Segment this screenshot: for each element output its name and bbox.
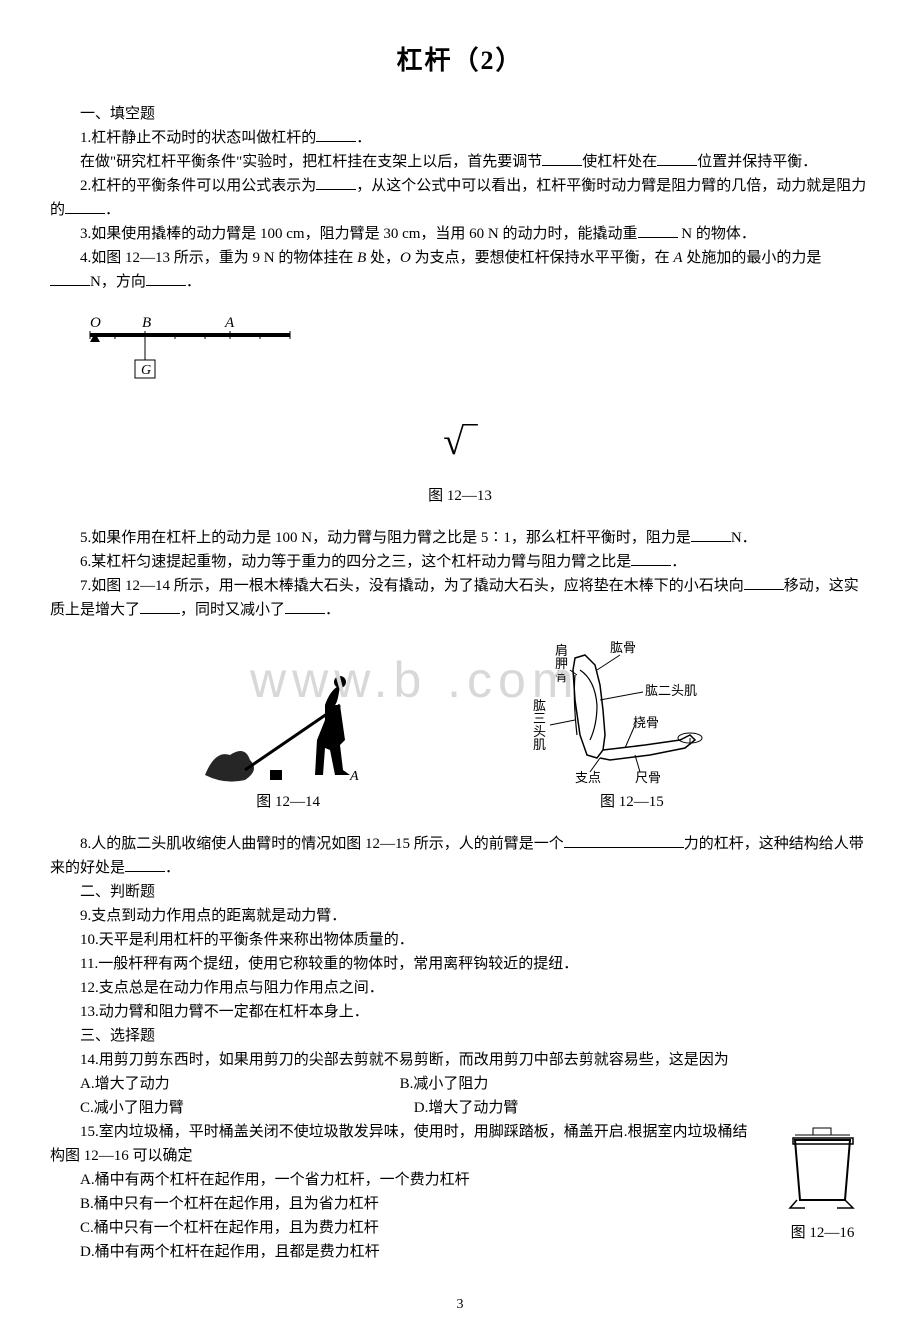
option-15d: D.桶中有两个杠杆在起作用，且都是费力杠杆 (50, 1240, 761, 1264)
q5b-text: N． (731, 530, 757, 546)
q4b-text: 处， (366, 250, 400, 266)
q3b-text: N 的物体． (678, 226, 756, 242)
blank (691, 527, 731, 542)
q7d-text: ． (325, 602, 340, 618)
blank (140, 599, 180, 614)
question-4: 4.如图 12—13 所示，重为 9 N 的物体挂在 B 处，O 为支点，要想使… (50, 246, 870, 270)
q8a-text: 8.人的肱二头肌收缩使人曲臂时的情况如图 12—15 所示，人的前臂是一个 (80, 836, 564, 852)
question-13: 13.动力臂和阻力臂不一定都在杠杆本身上． (50, 1000, 870, 1024)
page-number: 3 (50, 1294, 870, 1316)
figure-13-caption: 图 12—13 (50, 484, 870, 508)
blank (631, 551, 671, 566)
question-9: 9.支点到动力作用点的距离就是动力臂． (50, 904, 870, 928)
q14-options-row2: C.减小了阻力臂 D.增大了动力臂 (50, 1096, 870, 1120)
blank (638, 223, 678, 238)
blank (316, 175, 356, 190)
q1b-mid: 使杠杆处在 (582, 154, 657, 170)
option-15b: B.桶中只有一个杠杆在起作用，且为省力杠杆 (50, 1192, 761, 1216)
blank (146, 271, 186, 286)
section-1-heading: 一、填空题 (50, 102, 870, 126)
letter-o: O (400, 250, 411, 266)
q4a-text: 4.如图 12—13 所示，重为 9 N 的物体挂在 (80, 250, 357, 266)
q8c-text: ． (165, 860, 180, 876)
q4f-text: ． (186, 274, 201, 290)
svg-text:肱骨: 肱骨 (610, 640, 636, 655)
svg-text:G: G (141, 363, 151, 378)
question-15a: 15.室内垃圾桶，平时桶盖关闭不使垃圾散发异味，使用时，用脚踩踏板，桶盖开启.根… (50, 1120, 761, 1168)
figure-12-16: 图 12—16 (775, 1120, 870, 1245)
arm-anatomy-svg: 肩 胛 骨 肱骨 肱二头肌 肱 三 头 肌 桡骨 支点 尺骨 (525, 640, 725, 790)
blank (50, 271, 90, 286)
blank (65, 199, 105, 214)
svg-text:B: B (142, 315, 151, 331)
option-14a: A.增大了动力 (50, 1072, 170, 1096)
figure-15-caption: 图 12—15 (600, 790, 664, 814)
sqrt-icon: √‾ (443, 412, 477, 473)
pry-rock-svg: A (195, 660, 375, 790)
svg-text:尺骨: 尺骨 (635, 770, 661, 785)
q2c-text: ． (105, 202, 120, 218)
question-1b: 在做"研究杠杆平衡条件"实验时，把杠杆挂在支架上以后，首先要调节 使杠杆处在 位置并… (50, 150, 870, 174)
svg-text:O: O (90, 315, 101, 331)
lever-diagram-svg: O B A G (50, 312, 350, 412)
blank (564, 833, 684, 848)
q1b-text: 在做"研究杠杆平衡条件"实验时，把杠杆挂在支架上以后，首先要调节 (80, 154, 542, 170)
q1a-end: ． (356, 130, 371, 146)
q14-options-row1: A.增大了动力 B.减小了阻力 (50, 1072, 870, 1096)
svg-text:肱二头肌: 肱二头肌 (645, 683, 697, 698)
option-15a: A.桶中有两个杠杆在起作用，一个省力杠杆，一个费力杠杆 (50, 1168, 761, 1192)
svg-text:A: A (224, 315, 235, 331)
q6a-text: 6.某杠杆匀速提起重物，动力等于重力的四分之三，这个杠杆动力臂与阻力臂之比是 (80, 554, 631, 570)
question-14: 14.用剪刀剪东西时，如果用剪刀的尖部去剪就不易剪断，而改用剪刀中部去剪就容易些… (50, 1048, 870, 1072)
question-7: 7.如图 12—14 所示，用一根木棒撬大石头，没有撬动，为了撬动大石头，应将垫… (50, 574, 870, 622)
question-10: 10.天平是利用杠杆的平衡条件来称出物体质量的． (50, 928, 870, 952)
svg-text:肌: 肌 (533, 737, 546, 752)
section-2-heading: 二、判断题 (50, 880, 870, 904)
q6b-text: ． (671, 554, 686, 570)
q4c-text: 为支点，要想使杠杆保持水平平衡，在 (411, 250, 674, 266)
section-3-heading: 三、选择题 (50, 1024, 870, 1048)
q4e-text: N，方向 (90, 274, 146, 290)
svg-text:支点: 支点 (575, 770, 601, 785)
q1b-end: 位置并保持平衡． (697, 154, 817, 170)
figure-14-caption: 图 12—14 (256, 790, 320, 814)
question-6: 6.某杠杆匀速提起重物，动力等于重力的四分之三，这个杠杆动力臂与阻力臂之比是 ． (50, 550, 870, 574)
blank (285, 599, 325, 614)
question-11: 11.一般杆秤有两个提纽，使用它称较重的物体时，常用离秤钩较近的提纽． (50, 952, 870, 976)
question-4-line2: N，方向 ． (50, 270, 870, 294)
option-14b: B.减小了阻力 (370, 1072, 489, 1096)
q2a-text: 2.杠杆的平衡条件可以用公式表示为 (80, 178, 316, 194)
question-15-wrap: 15.室内垃圾桶，平时桶盖关闭不使垃圾散发异味，使用时，用脚踩踏板，桶盖开启.根… (50, 1120, 870, 1264)
figure-12-13: O B A G √‾ 图 12—13 (50, 312, 870, 509)
letter-a: A (673, 250, 682, 266)
q4d-text: 处施加的最小的力是 (683, 250, 822, 266)
q3a-text: 3.如果使用撬棒的动力臂是 100 cm，阻力臂是 30 cm，当用 60 N … (80, 226, 638, 242)
question-3: 3.如果使用撬棒的动力臂是 100 cm，阻力臂是 30 cm，当用 60 N … (50, 222, 870, 246)
blank (125, 857, 165, 872)
question-5: 5.如果作用在杠杆上的动力是 100 N，动力臂与阻力臂之比是 5∶1，那么杠杆… (50, 526, 870, 550)
blank (744, 575, 784, 590)
svg-text:桡骨: 桡骨 (633, 715, 659, 730)
question-12: 12.支点总是在动力作用点与阻力作用点之间． (50, 976, 870, 1000)
q5a-text: 5.如果作用在杠杆上的动力是 100 N，动力臂与阻力臂之比是 5∶1，那么杠杆… (80, 530, 691, 546)
svg-text:骨: 骨 (555, 669, 568, 684)
svg-text:A: A (349, 769, 359, 784)
q1a-text: 1.杠杆静止不动时的状态叫做杠杆的 (80, 130, 316, 146)
question-8: 8.人的肱二头肌收缩使人曲臂时的情况如图 12—15 所示，人的前臂是一个力的杠… (50, 832, 870, 880)
q7a-text: 7.如图 12—14 所示，用一根木棒撬大石头，没有撬动，为了撬动大石头，应将垫… (80, 578, 744, 594)
option-14d: D.增大了动力臂 (384, 1096, 519, 1120)
option-14c: C.减小了阻力臂 (50, 1096, 184, 1120)
trash-bin-svg (775, 1120, 870, 1215)
question-1a: 1.杠杆静止不动时的状态叫做杠杆的 ． (50, 126, 870, 150)
blank (657, 151, 697, 166)
question-2: 2.杠杆的平衡条件可以用公式表示为，从这个公式中可以看出，杠杆平衡时动力臂是阻力… (50, 174, 870, 222)
letter-b: B (357, 250, 366, 266)
figure-16-caption: 图 12—16 (775, 1221, 870, 1245)
option-15c: C.桶中只有一个杠杆在起作用，且为费力杠杆 (50, 1216, 761, 1240)
figure-row-14-15: A 肩 胛 骨 肱骨 肱二头肌 肱 三 头 肌 桡骨 支点 尺骨 (50, 640, 870, 814)
blank (316, 127, 356, 142)
page-title: 杠杆（2） (50, 40, 870, 82)
q7c-text: ，同时又减小了 (180, 602, 285, 618)
blank (542, 151, 582, 166)
